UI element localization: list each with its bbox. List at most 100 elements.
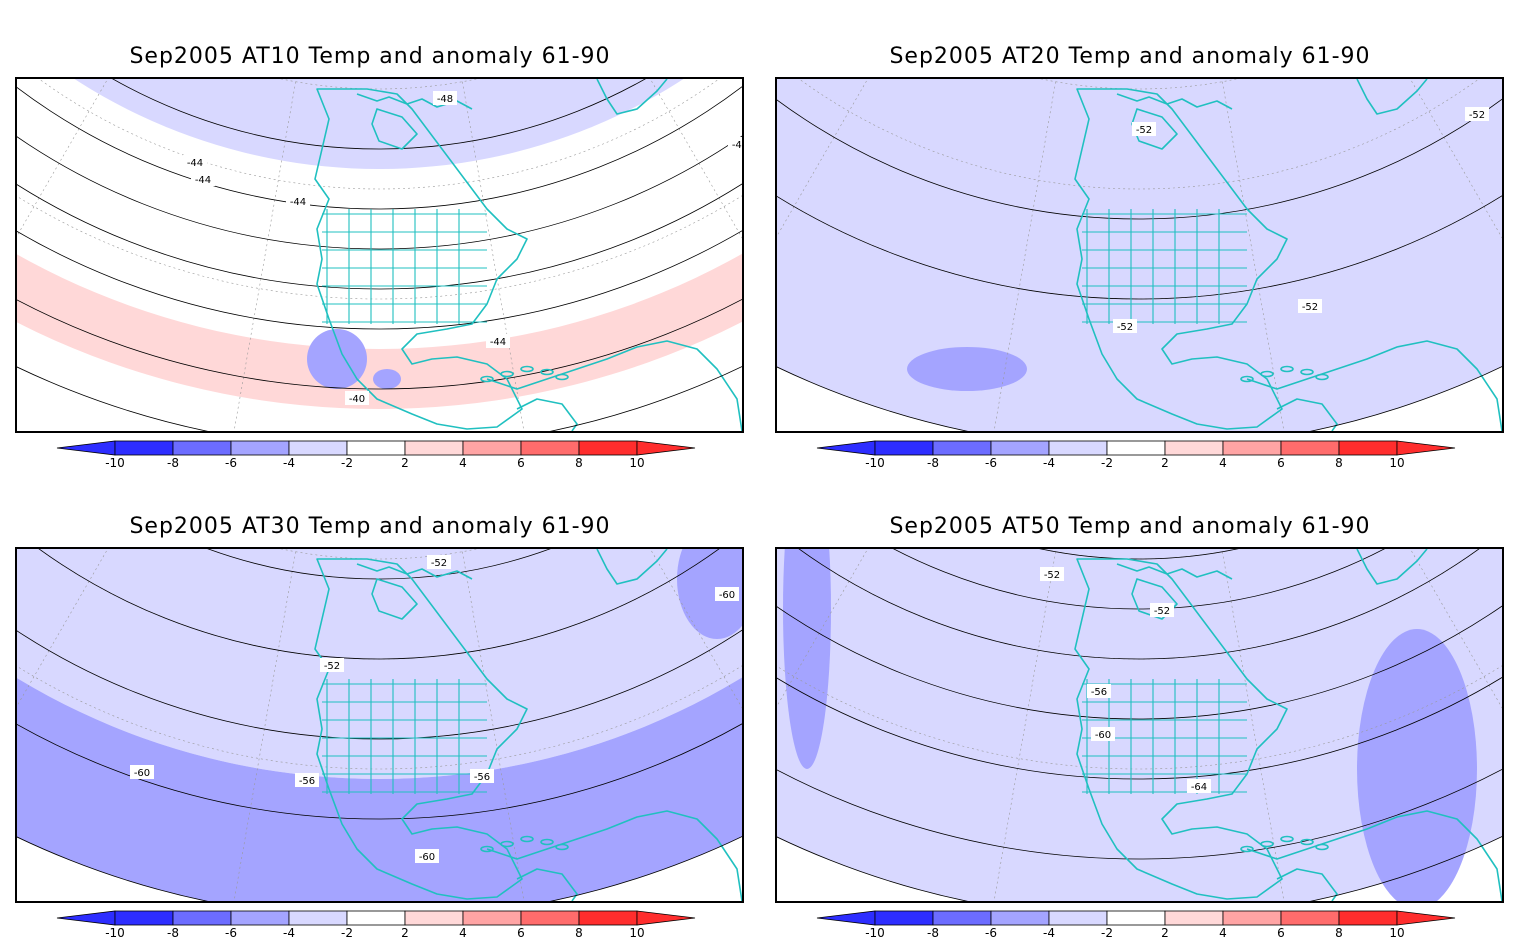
colorbar-tick-label: -8: [927, 926, 939, 940]
colorbar-tick-label: -2: [1101, 456, 1113, 470]
state-borders: [1082, 209, 1247, 324]
colorbar-tick-label: 6: [1277, 926, 1285, 940]
colorbar-tick-label: -2: [1101, 926, 1113, 940]
map-at10: -48 -44 -44 -44 -44 -40 -40: [15, 77, 744, 433]
south-america-coast: [486, 340, 742, 431]
colorbar-tick-label: 10: [1389, 926, 1404, 940]
contour-label-text: -44: [290, 197, 306, 208]
greenland-coast: [596, 79, 668, 115]
contour-label-text: -40: [732, 140, 742, 151]
south-america-coast: [516, 398, 578, 431]
panel-at50: Sep2005 AT50 Temp and anomaly 61-90 -52-…: [760, 470, 1504, 940]
colorbar-swatch: [578, 440, 638, 456]
greenland-coast: [596, 549, 668, 585]
contour-label: -52: [427, 555, 451, 569]
colorbar-tick-label: 4: [459, 456, 467, 470]
caribbean-island: [1280, 835, 1294, 843]
colorbar-tick-label: -4: [283, 456, 295, 470]
contour-label-text: -44: [195, 175, 211, 186]
anomaly-blob: [307, 329, 367, 389]
arctic-islands: [1116, 93, 1233, 110]
contour-label-bg: [1465, 107, 1489, 121]
colorbar-arrow-left: [56, 440, 116, 456]
colorbar-tick-label: -6: [985, 926, 997, 940]
colorbar-swatch: [230, 440, 290, 456]
caribbean-island: [555, 843, 569, 851]
temperature-contour: [777, 605, 1502, 720]
colorbar-tick-label: 8: [575, 456, 583, 470]
colorbar-swatch: [172, 440, 232, 456]
anomaly-blob: [783, 549, 831, 769]
colorbar-swatch: [1106, 910, 1166, 926]
colorbar-swatch: [1164, 440, 1224, 456]
caribbean-island: [500, 840, 514, 848]
temperature-contour: [17, 723, 742, 820]
south-america-coast: [1276, 868, 1338, 901]
south-america-coast: [1276, 398, 1338, 431]
colorbar-arrow-right: [1396, 440, 1456, 456]
colorbar-tick-label: -4: [1043, 456, 1055, 470]
anomaly-blobs: [677, 549, 742, 639]
contour-label-bg: [1113, 319, 1137, 333]
colorbar: -10 -8 -6 -4 -2 2 4 6 8 10: [56, 910, 696, 940]
colorbar-swatch: [346, 440, 406, 456]
caribbean-island: [1260, 840, 1274, 848]
anomaly-shading: [777, 549, 1502, 901]
greenland-coast: [1356, 549, 1428, 585]
colorbar-tick-label: 4: [459, 926, 467, 940]
caribbean-island: [540, 368, 554, 376]
contour-label-bg: [1091, 727, 1115, 741]
contour-label: -56: [1087, 684, 1111, 698]
contour-label: -60: [415, 849, 439, 863]
north-america-coast: [314, 88, 528, 430]
colorbar-tick-label: -6: [225, 456, 237, 470]
temperature-contour: [17, 298, 742, 390]
south-america-coast: [516, 868, 578, 901]
contour-label-text: -40: [349, 394, 365, 405]
arctic-islands: [356, 563, 473, 580]
contour-label-bg: [415, 849, 439, 863]
south-america-coast: [1246, 340, 1502, 431]
temperature-contour: [777, 195, 1502, 300]
contour-label-bg: [295, 773, 319, 787]
anomaly-shading: [17, 549, 742, 901]
greenland-coast: [1356, 79, 1428, 115]
temperature-contour: [777, 768, 1502, 860]
temperature-contour: [798, 549, 1480, 660]
contour-label-text: -60: [1095, 730, 1111, 741]
contour-label-text: -48: [437, 94, 453, 105]
temperature-contour: [17, 86, 742, 210]
colorbar-swatch: [462, 910, 522, 926]
contour-label: -52: [1465, 107, 1489, 121]
colorbar-swatch: [114, 440, 174, 456]
colorbar-swatch: [520, 440, 580, 456]
contour-label-text: -60: [419, 852, 435, 863]
anomaly-band: [17, 253, 742, 409]
caribbean-island: [1240, 375, 1254, 383]
colorbar-swatch: [1222, 910, 1282, 926]
colorbar: -10 -8 -6 -4 -2 2 4 6 8 10: [816, 440, 1456, 470]
contour-label-bg: [486, 334, 510, 348]
colorbar-swatch: [1280, 440, 1340, 456]
caribbean-island: [1315, 373, 1329, 381]
colorbar-swatch: [932, 440, 992, 456]
hudson-bay-coast: [371, 108, 418, 150]
contour-label-text: -56: [299, 776, 315, 787]
longitude-line: [17, 549, 108, 707]
longitude-line: [777, 79, 868, 237]
temperature-contour: [777, 676, 1502, 780]
colorbar-tick-label: 2: [401, 926, 409, 940]
panel-title: Sep2005 AT10 Temp and anomaly 61-90: [129, 44, 611, 69]
anomaly-blobs: [307, 329, 401, 389]
contour-label-text: -52: [1302, 302, 1318, 313]
anomaly-band: [777, 549, 1502, 901]
colorbar-arrow-right: [636, 440, 696, 456]
colorbar-tick-label: -6: [985, 456, 997, 470]
contour-label: -60: [715, 587, 739, 601]
contour-lines: [777, 98, 1502, 300]
contour-label-bg: [1150, 603, 1174, 617]
contour-label-bg: [433, 91, 457, 105]
contour-label-text: -64: [1191, 782, 1207, 793]
colorbar-tick-label: 2: [1161, 456, 1169, 470]
colorbar-arrow-left: [816, 910, 876, 926]
